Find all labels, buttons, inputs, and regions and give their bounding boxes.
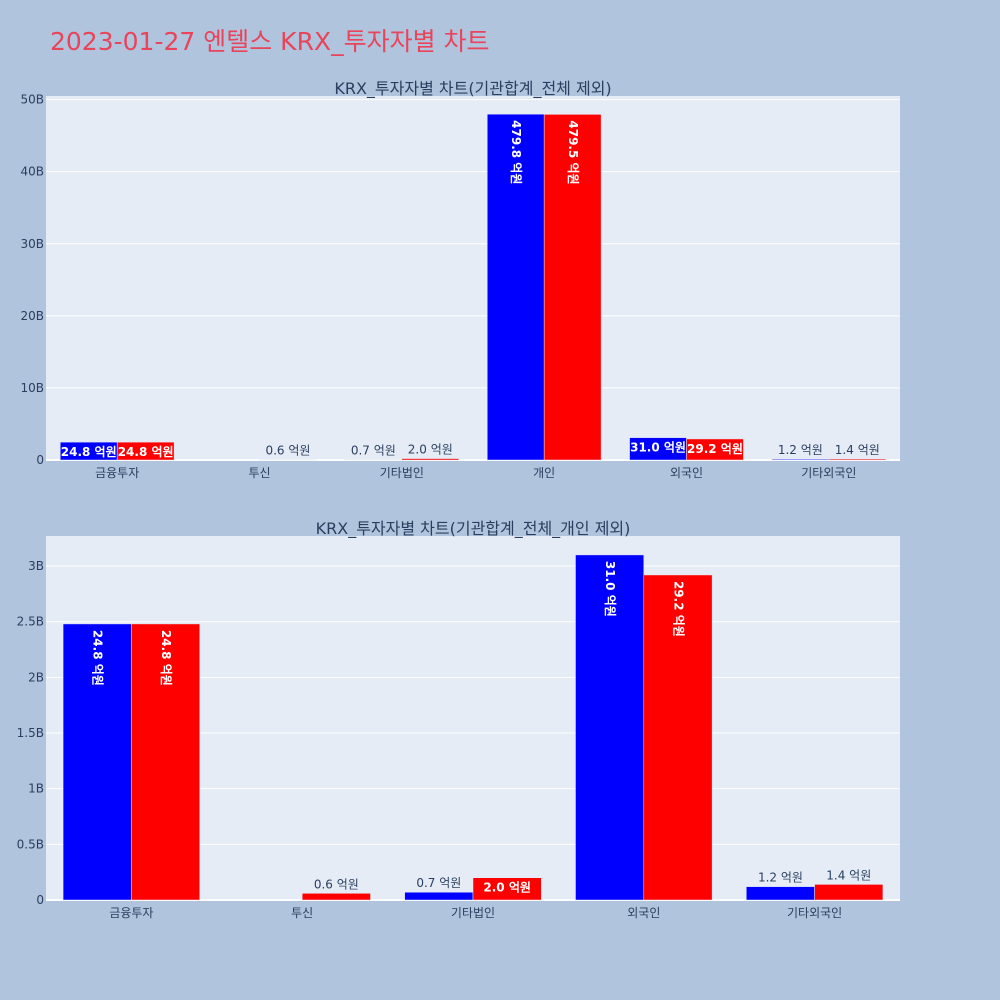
- y-tick-label: 0: [36, 893, 44, 907]
- bar: [543, 114, 602, 461]
- data-label: 479.8 억원: [509, 120, 523, 184]
- data-label: 1.4 억원: [835, 443, 880, 457]
- x-tick-label: 투신: [291, 906, 313, 920]
- data-label: 2.0 억원: [408, 443, 453, 457]
- x-tick-label: 금융투자: [109, 906, 153, 920]
- bar: [62, 623, 132, 901]
- bar: [344, 459, 403, 461]
- data-label: 24.8 억원: [159, 630, 173, 686]
- x-tick-label: 기타법인: [451, 906, 495, 920]
- data-label: 31.0 억원: [630, 441, 686, 455]
- data-label: 2.0 억원: [483, 881, 531, 895]
- y-tick-label: 10B: [20, 381, 44, 395]
- page-title: 2023-01-27 엔텔스 KRX_투자자별 차트: [50, 27, 490, 56]
- bar: [686, 438, 744, 461]
- x-tick-label: 외국인: [670, 466, 703, 480]
- bar: [575, 554, 645, 901]
- x-tick-label: 기타법인: [380, 466, 424, 480]
- bar: [131, 623, 200, 901]
- bar: [116, 441, 175, 461]
- y-tick-label: 30B: [20, 237, 44, 251]
- x-tick-label: 기타외국인: [801, 466, 856, 480]
- y-tick-label: 1B: [28, 782, 44, 796]
- y-tick-label: 20B: [20, 309, 44, 323]
- chart-title: KRX_투자자별 차트(기관합계_전체_개인 제외): [316, 519, 631, 539]
- y-tick-label: 50B: [20, 93, 44, 107]
- y-tick-label: 0: [36, 453, 44, 467]
- y-tick-label: 2B: [28, 670, 44, 684]
- bar: [828, 458, 887, 461]
- x-tick-label: 외국인: [627, 906, 660, 920]
- x-tick-label: 기타외국인: [787, 906, 842, 920]
- bar: [814, 884, 884, 901]
- x-tick-label: 금융투자: [95, 466, 139, 480]
- bar: [472, 877, 542, 901]
- x-tick-label: 투신: [248, 466, 270, 480]
- x-tick-label: 개인: [533, 466, 555, 480]
- bar: [301, 893, 371, 901]
- y-tick-label: 40B: [20, 165, 44, 179]
- data-label: 29.2 억원: [687, 442, 743, 456]
- chart-title: KRX_투자자별 차트(기관합계_전체 제외): [334, 79, 611, 99]
- bar: [404, 891, 474, 901]
- y-tick-label: 1.5B: [17, 726, 44, 740]
- data-label: 31.0 억원: [603, 561, 617, 617]
- y-tick-label: 3B: [28, 559, 44, 573]
- data-label: 479.5 억원: [566, 120, 580, 184]
- bar: [771, 458, 830, 461]
- data-label: 0.6 억원: [314, 877, 359, 891]
- bar: [746, 886, 815, 901]
- bar: [401, 458, 460, 461]
- data-label: 1.2 억원: [758, 871, 803, 885]
- y-tick-label: 0.5B: [17, 837, 44, 851]
- plot-area: [46, 96, 900, 460]
- data-label: 1.2 억원: [778, 443, 823, 457]
- data-label: 1.4 억원: [826, 868, 871, 882]
- data-label: 29.2 억원: [671, 581, 685, 637]
- chart-1: 0 10B 20B 30B 40B 50B KRX_투자자별 차트(기관합계_전체 제외) 금…: [20, 79, 900, 480]
- bar: [486, 113, 545, 461]
- chart-2: 0 0.5B 1B 1.5B 2B 2.5B 3B KRX_투자자별 차트(기관합계_전체_개…: [17, 519, 900, 920]
- y-tick-label: 2.5B: [17, 615, 44, 629]
- data-label: 24.8 억원: [61, 445, 117, 459]
- data-label: 24.8 억원: [118, 445, 174, 459]
- data-label: 24.8 억원: [91, 630, 105, 686]
- data-label: 0.6 억원: [265, 444, 310, 458]
- data-label: 0.7 억원: [351, 443, 396, 457]
- bar: [643, 574, 713, 901]
- data-label: 0.7 억원: [416, 876, 461, 890]
